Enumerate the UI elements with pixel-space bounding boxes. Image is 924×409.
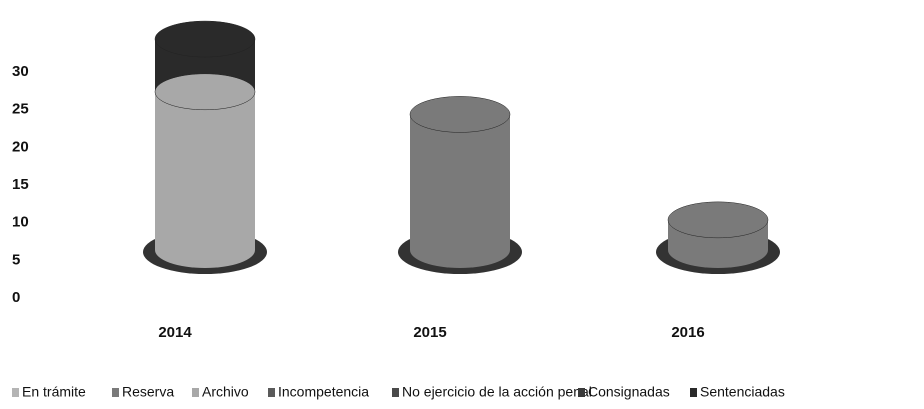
legend-swatch: [12, 388, 19, 397]
legend-label: Reserva: [122, 384, 174, 400]
legend-swatch: [392, 388, 399, 397]
legend-swatch: [268, 388, 275, 397]
y-tick-label: 20: [12, 138, 29, 155]
cylinder-segment: [410, 114, 510, 251]
legend-swatch: [578, 388, 585, 397]
cylinder-segment: [155, 91, 255, 250]
y-tick-label: 0: [12, 289, 20, 306]
legend-swatch: [690, 388, 697, 397]
legend-label: Consignadas: [588, 384, 670, 400]
x-tick-label: 2015: [413, 324, 446, 341]
segment-top: [667, 201, 769, 239]
legend-label: Archivo: [202, 384, 249, 400]
segment-top: [154, 20, 256, 58]
legend-swatch: [192, 388, 199, 397]
y-tick-label: 5: [12, 251, 20, 268]
segment-top: [154, 73, 256, 111]
legend-label: En trámite: [22, 384, 86, 400]
x-tick-label: 2016: [671, 324, 704, 341]
legend-label: No ejercicio de la acción penal: [402, 384, 592, 400]
y-tick-label: 30: [12, 63, 29, 80]
legend-swatch: [112, 388, 119, 397]
y-tick-label: 15: [12, 176, 29, 193]
y-tick-label: 25: [12, 101, 29, 118]
y-tick-label: 10: [12, 214, 29, 231]
x-tick-label: 2014: [158, 324, 192, 341]
segment-top: [409, 96, 511, 133]
legend-label: Incompetencia: [278, 384, 369, 400]
legend-label: Sentenciadas: [700, 384, 785, 400]
